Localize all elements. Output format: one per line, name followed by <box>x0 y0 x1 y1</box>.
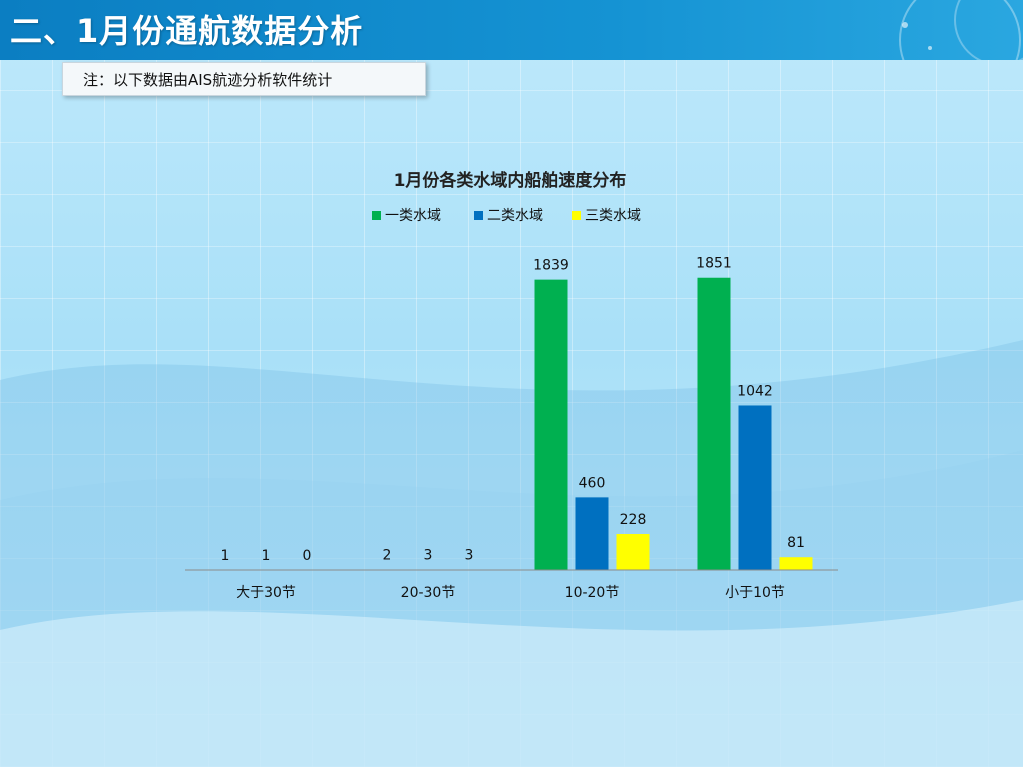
bar-3-4 <box>779 557 813 570</box>
bar-1-3 <box>534 279 568 570</box>
note-text: 注：以下数据由AIS航迹分析软件统计 <box>83 71 333 89</box>
x-tick-label: 小于10节 <box>725 585 785 601</box>
x-tick-label: 20-30节 <box>401 585 456 601</box>
legend-label-3: 三类水域 <box>585 208 641 224</box>
data-label-1-3: 1839 <box>533 258 569 274</box>
legend-label-1: 一类水域 <box>385 208 441 224</box>
chart-legend: 一类水域 二类水域 三类水域 <box>372 208 641 224</box>
page-title: 二、1月份通航数据分析 <box>10 12 364 50</box>
chart-title: 1月份各类水域内船舶速度分布 <box>394 170 627 191</box>
x-axis-ticks: 大于30节 20-30节 10-20节 小于10节 <box>236 585 785 601</box>
data-label-2-1: 1 <box>262 548 271 564</box>
data-label-3-3: 228 <box>620 512 647 528</box>
data-label-2-2: 3 <box>424 548 433 564</box>
data-label-3-4: 81 <box>787 535 805 551</box>
legend-swatch-2 <box>474 211 483 220</box>
header-decoration <box>899 0 1023 60</box>
data-label-1-4: 1851 <box>696 256 732 272</box>
data-label-2-4: 1042 <box>737 383 773 399</box>
data-label-1-1: 1 <box>221 548 230 564</box>
note-box: 注：以下数据由AIS航迹分析软件统计 <box>62 62 426 96</box>
legend-swatch-1 <box>372 211 381 220</box>
chart-bars: 1 1 0 2 3 3 1839 460 228 1851 1042 81 <box>208 256 813 570</box>
bar-3-3 <box>616 534 650 570</box>
data-label-1-2: 2 <box>383 548 392 564</box>
data-label-3-2: 3 <box>465 548 474 564</box>
header-bar: 二、1月份通航数据分析 <box>0 0 1023 60</box>
bar-2-3 <box>575 497 609 570</box>
x-tick-label: 10-20节 <box>565 585 620 601</box>
x-tick-label: 大于30节 <box>236 585 296 601</box>
data-label-3-1: 0 <box>303 548 312 564</box>
bar-2-4 <box>738 405 772 570</box>
data-label-2-3: 460 <box>579 475 606 491</box>
legend-swatch-3 <box>572 211 581 220</box>
bar-1-4 <box>697 277 731 570</box>
legend-label-2: 二类水域 <box>487 208 543 224</box>
